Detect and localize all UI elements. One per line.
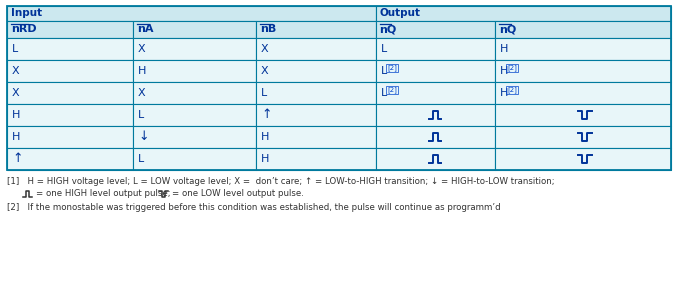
Bar (495, 104, 671, 126)
Bar (375, 126, 495, 148)
Bar (7, 82, 133, 104)
Text: L: L (138, 110, 144, 120)
Bar (133, 38, 256, 60)
Bar (7, 6, 671, 170)
Bar (7, 148, 133, 170)
Text: H: H (500, 66, 509, 76)
Text: L: L (12, 44, 18, 54)
Bar (133, 104, 256, 126)
Bar (495, 126, 671, 148)
Text: L: L (381, 66, 387, 76)
Bar (7, 38, 133, 60)
Text: L: L (138, 154, 144, 164)
Text: H: H (261, 154, 269, 164)
Text: [2]   If the monostable was triggered before this condition was established, the: [2] If the monostable was triggered befo… (7, 203, 500, 212)
Bar (133, 82, 256, 104)
Text: ↓: ↓ (138, 131, 149, 143)
Bar (256, 82, 375, 104)
Text: X: X (138, 44, 146, 54)
Text: L: L (381, 44, 387, 54)
Bar (495, 82, 671, 104)
Text: H: H (500, 88, 509, 98)
Text: nQ: nQ (499, 24, 516, 34)
Bar (256, 104, 375, 126)
Text: L: L (261, 88, 267, 98)
Text: [2]: [2] (507, 65, 517, 71)
Text: nA: nA (137, 24, 154, 34)
Bar (375, 60, 495, 82)
Text: nB: nB (260, 24, 276, 34)
Text: X: X (12, 66, 20, 76)
Text: Input: Input (11, 9, 42, 18)
Text: = one HIGH level output pulse;: = one HIGH level output pulse; (36, 189, 171, 199)
Bar (375, 104, 495, 126)
Text: H: H (12, 132, 20, 142)
Text: H: H (500, 44, 509, 54)
Bar (256, 38, 375, 60)
Text: [2]: [2] (388, 87, 397, 93)
Bar (7, 126, 133, 148)
Text: nQ: nQ (379, 24, 396, 34)
Bar (7, 6, 375, 21)
Text: ↑: ↑ (12, 153, 22, 166)
Text: X: X (12, 88, 20, 98)
Bar (375, 21, 495, 38)
Bar (7, 21, 133, 38)
Bar (495, 148, 671, 170)
Text: = one LOW level output pulse.: = one LOW level output pulse. (172, 189, 304, 199)
Bar (375, 38, 495, 60)
Text: L: L (381, 88, 387, 98)
Text: X: X (261, 44, 269, 54)
Bar (7, 104, 133, 126)
Bar (375, 148, 495, 170)
Bar (495, 38, 671, 60)
Text: [2]: [2] (507, 87, 517, 93)
Text: H: H (261, 132, 269, 142)
Text: [1]   H = HIGH voltage level; L = LOW voltage level; X =  don’t care; ↑ = LOW-to: [1] H = HIGH voltage level; L = LOW volt… (7, 177, 555, 186)
Bar (256, 21, 375, 38)
Bar (256, 126, 375, 148)
Text: X: X (138, 88, 146, 98)
Bar (375, 6, 671, 21)
Bar (133, 21, 256, 38)
Bar (133, 148, 256, 170)
Bar (495, 60, 671, 82)
Text: ↑: ↑ (261, 108, 271, 122)
Bar (375, 82, 495, 104)
Bar (256, 60, 375, 82)
Bar (133, 60, 256, 82)
Text: H: H (138, 66, 146, 76)
Bar (133, 126, 256, 148)
Bar (495, 21, 671, 38)
Text: [2]: [2] (388, 65, 397, 71)
Text: X: X (261, 66, 269, 76)
Bar (256, 148, 375, 170)
Bar (7, 60, 133, 82)
Text: H: H (12, 110, 20, 120)
Text: Output: Output (379, 9, 420, 18)
Text: nRD: nRD (11, 24, 37, 34)
